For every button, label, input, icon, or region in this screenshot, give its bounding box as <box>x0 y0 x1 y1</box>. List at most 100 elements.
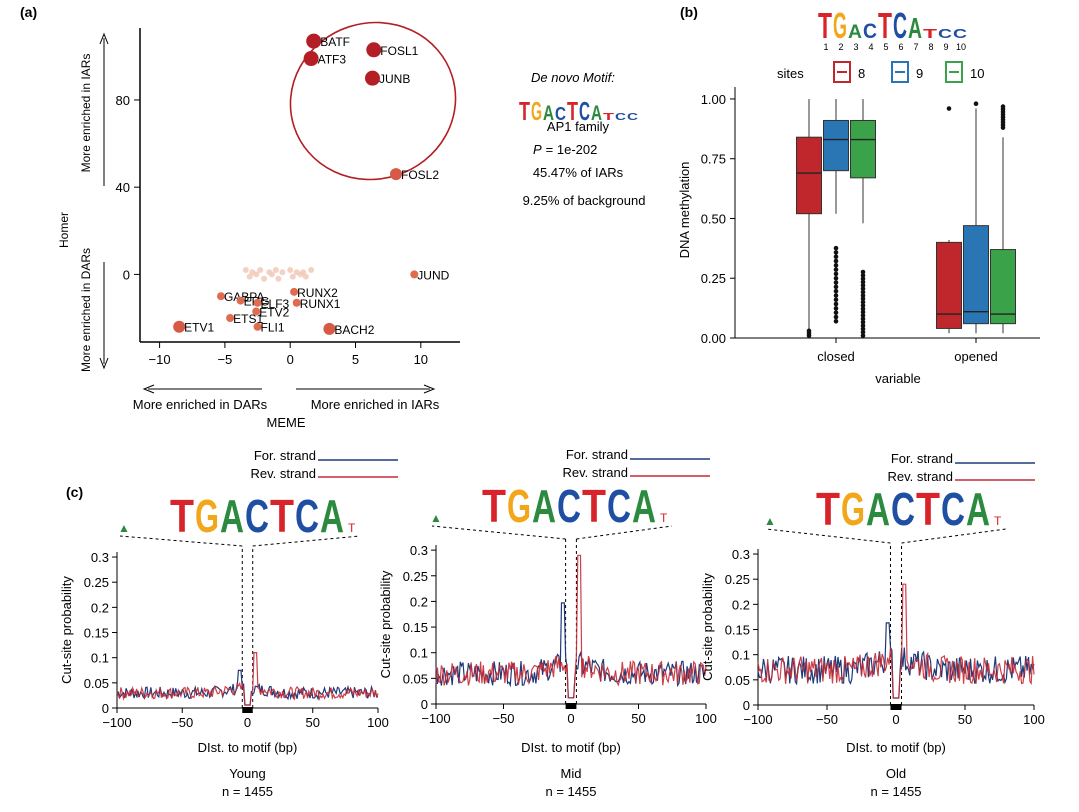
x-left-note: More enriched in DARs <box>133 397 268 412</box>
motif-letter-4: T <box>567 96 578 126</box>
faint-point <box>257 267 264 274</box>
x-right-arrowhead <box>423 384 436 394</box>
point-junb <box>364 70 380 86</box>
point-atf3 <box>303 51 319 67</box>
motif-position-3: 3 <box>853 42 858 52</box>
pct-background: 9.25% of background <box>523 193 646 208</box>
faint-point <box>275 275 282 282</box>
x-tick-label: 0 <box>287 352 294 367</box>
box-10-closed <box>850 119 876 179</box>
y-tick-label: 0.05 <box>403 671 428 686</box>
point-label: RUNX2 <box>297 286 338 300</box>
box-9-closed <box>823 119 849 172</box>
point-label: FOSL1 <box>380 44 418 58</box>
panel-c-footprints: 00.050.10.150.20.250.3−100 −50 0 50 100▲ T G A C… <box>59 447 1045 799</box>
x-axis-title: DIst. to motif (bp) <box>521 740 621 755</box>
motif-position-2: 2 <box>838 42 843 52</box>
point-ets1 <box>226 314 235 323</box>
group-label: Mid <box>561 766 582 781</box>
faint-point <box>268 271 275 278</box>
x-right-note: More enriched in IARs <box>311 397 440 412</box>
x-tick-label: −100 <box>102 715 131 730</box>
highlight-ellipse <box>289 21 457 181</box>
faint-point <box>242 267 249 274</box>
y-tick-label: 0 <box>123 267 130 282</box>
x-tick-label: −100 <box>743 712 772 727</box>
y-tick-label: 0.15 <box>403 620 428 635</box>
y-tick-label: 0.50 <box>701 211 726 226</box>
outlier <box>833 275 839 281</box>
outlier <box>860 289 866 295</box>
point-runx2 <box>290 287 299 296</box>
legend-label-9: 9 <box>916 66 923 81</box>
outlier <box>833 306 839 311</box>
reverse-strand-line <box>116 652 379 706</box>
x-left-arrowhead <box>142 384 155 394</box>
y-axis-title: Cut-site probability <box>378 570 393 678</box>
faint-point <box>297 271 304 278</box>
y-tick-label: 40 <box>116 180 130 195</box>
box-8-opened <box>936 241 962 329</box>
y-tick-label: 0.1 <box>410 646 428 661</box>
outlier <box>806 328 812 334</box>
motif-letter-3: C <box>557 480 581 532</box>
motif-letter-9: C <box>953 27 967 41</box>
y-tick-label: 0.15 <box>725 623 750 638</box>
motif-position-1: 1 <box>823 42 828 52</box>
legend-label-8: 8 <box>858 66 865 81</box>
motif-letter-2: A <box>543 101 554 124</box>
x-tick-label: 100 <box>367 715 389 730</box>
y-axis-title: Cut-site probability <box>700 573 715 681</box>
outlier <box>833 284 839 290</box>
outlier <box>833 280 839 285</box>
outlier <box>833 314 839 320</box>
x-tick-label: 100 <box>1023 712 1045 727</box>
y-up-note: More enriched in IARs <box>79 54 93 173</box>
faint-point <box>308 267 315 274</box>
point-label: ETS1 <box>233 312 263 326</box>
y-tick-label: 0.3 <box>91 550 109 565</box>
faint-point <box>302 273 309 280</box>
motif-logo-c: ▲ T G A C T C A T <box>764 483 1002 535</box>
motif-position-4: 4 <box>868 42 873 52</box>
y-tick-label: 0.3 <box>410 543 428 558</box>
outlier <box>860 326 866 332</box>
point-fosl1 <box>366 42 382 58</box>
point-jund <box>410 270 419 279</box>
legend-reverse: Rev. strand <box>562 465 628 480</box>
motif-letter-3: C <box>863 19 877 43</box>
motif-position-6: 6 <box>898 42 903 52</box>
outlier <box>860 283 866 288</box>
p-value: P = 1e-202 <box>533 142 597 157</box>
box-10-opened <box>990 249 1016 325</box>
x-tick-label: 0 <box>567 711 574 726</box>
outlier <box>860 323 866 328</box>
motif-letter-0: T <box>170 490 194 542</box>
pct-iars: 45.47% of IARs <box>533 165 624 180</box>
outlier <box>1000 104 1006 109</box>
y-tick-label: 0.05 <box>725 673 750 688</box>
outlier <box>833 318 839 324</box>
motif-letter-4: T <box>916 483 940 535</box>
y-tick-label: 0.3 <box>732 547 750 562</box>
outlier <box>860 279 866 285</box>
motif-letter-3: C <box>555 104 566 124</box>
y-tick-label: 1.00 <box>701 92 726 107</box>
y-tick-label: 0 <box>102 701 109 716</box>
motif-letter-4: T <box>878 5 892 46</box>
point-etv1 <box>173 320 186 333</box>
y-tick-label: 0.2 <box>410 594 428 609</box>
group-label: Young <box>229 766 265 781</box>
motif-letter-5: C <box>941 483 965 535</box>
y-tick-label: 0.05 <box>84 676 109 691</box>
motif-position-10: 10 <box>956 42 966 52</box>
motif-letter-1: G <box>195 490 219 542</box>
outlier <box>860 306 866 312</box>
point-label: FOSL2 <box>401 168 439 182</box>
point-label: ATF3 <box>318 53 347 67</box>
sample-size: n = 1455 <box>546 784 597 799</box>
panel-b-boxplot: 0.00 0.25 0.50 0.75 1.00 closed opened variable… <box>677 5 1040 386</box>
